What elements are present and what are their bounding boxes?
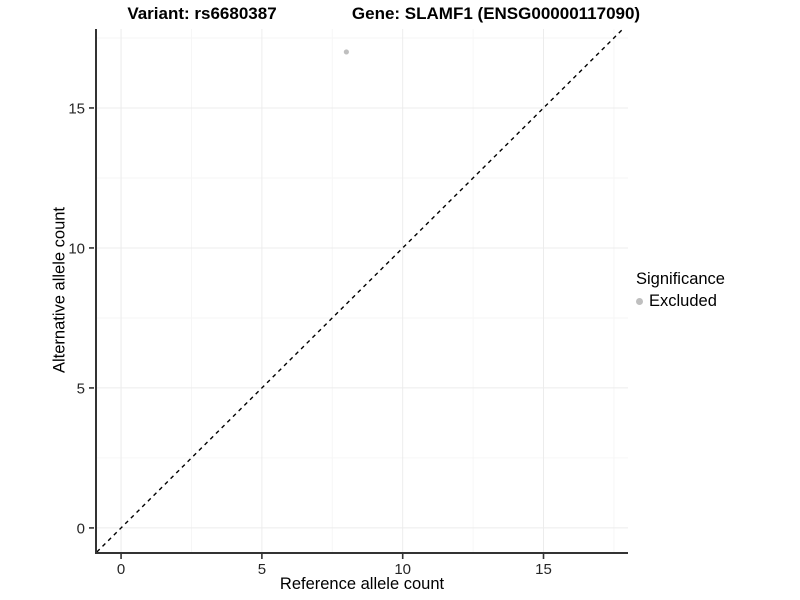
legend-point-icon <box>636 298 643 305</box>
y-tick-label: 0 <box>77 520 85 537</box>
x-tick-label: 10 <box>394 561 411 578</box>
y-tick-label: 15 <box>68 100 85 117</box>
x-tick-label: 5 <box>258 561 266 578</box>
data-point <box>343 49 349 55</box>
x-tick-label: 0 <box>117 561 125 578</box>
legend-item-excluded: Excluded <box>636 292 725 311</box>
y-tick-label: 5 <box>77 380 85 397</box>
x-axis-label: Reference allele count <box>279 575 445 593</box>
legend: Significance Excluded <box>636 270 725 311</box>
identity-reference-line <box>96 28 624 553</box>
x-tick-label: 15 <box>535 561 552 578</box>
legend-item-label: Excluded <box>649 292 717 310</box>
legend-title: Significance <box>636 270 725 288</box>
plot-title-variant: Variant: rs6680387 <box>127 4 277 23</box>
y-axis-label: Alternative allele count <box>50 206 69 374</box>
y-tick-label: 10 <box>68 240 85 257</box>
plot-title-gene: Gene: SLAMF1 (ENSG00000117090) <box>351 4 641 23</box>
